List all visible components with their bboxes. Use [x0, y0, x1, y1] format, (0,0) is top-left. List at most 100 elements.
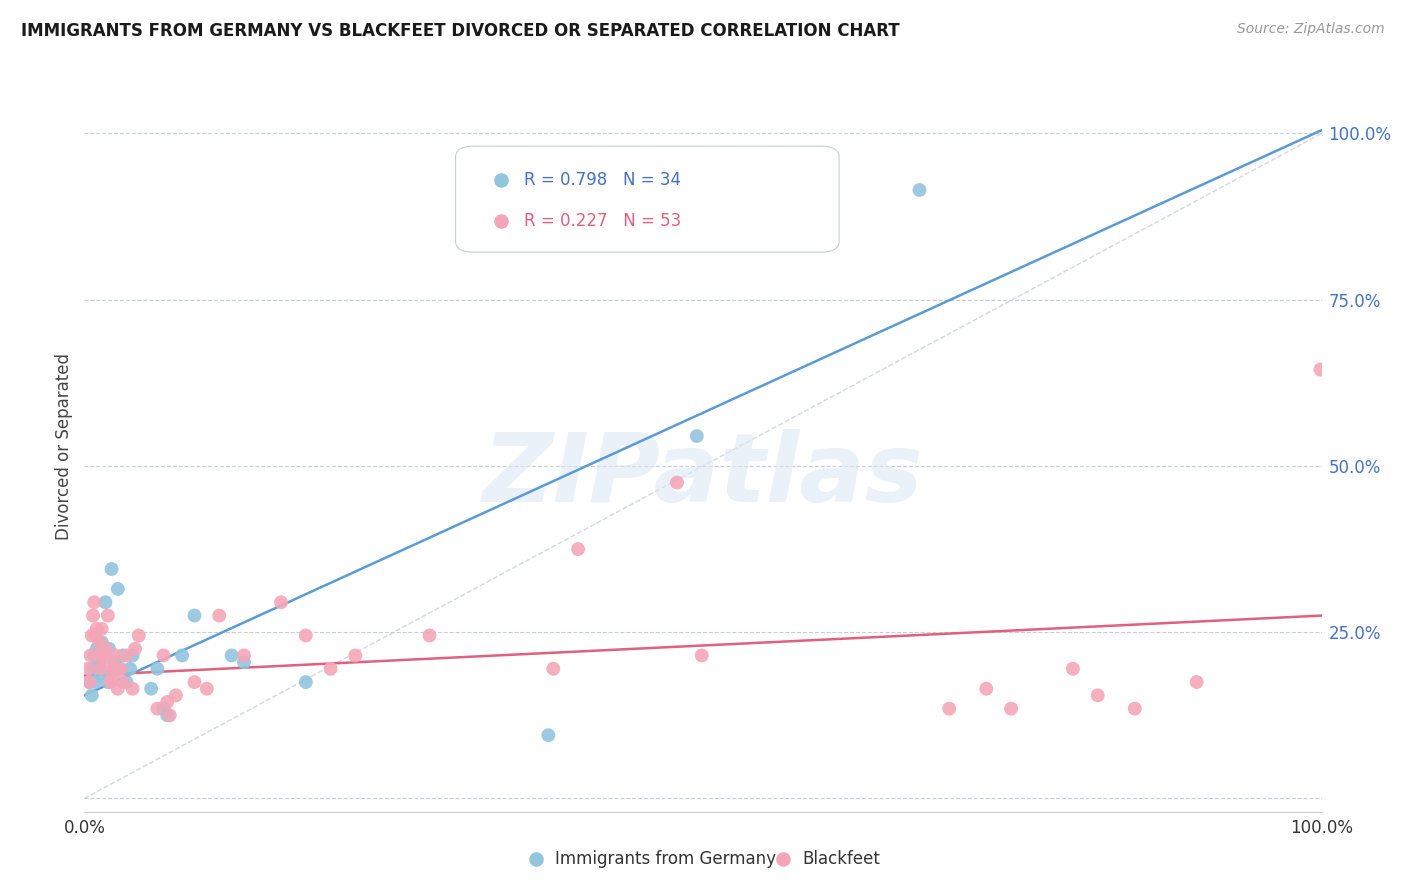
Point [772, 835, 794, 849]
Point [115, 648, 138, 663]
Point [87, 662, 110, 676]
Point [98, 668, 121, 682]
Point [97, 608, 120, 623]
Point [221, 648, 243, 663]
Point [107, 681, 129, 696]
Point [1000, 701, 1022, 715]
Point [195, 681, 218, 696]
Point [524, 835, 547, 849]
Text: Source: ZipAtlas.com: Source: ZipAtlas.com [1237, 22, 1385, 37]
Point [208, 608, 231, 623]
Point [233, 648, 256, 663]
Point [567, 542, 589, 557]
Point [79, 648, 101, 663]
Point [89, 668, 111, 682]
Text: IMMIGRANTS FROM GERMANY VS BLACKFEET DIVORCED OR SEPARATED CORRELATION CHART: IMMIGRANTS FROM GERMANY VS BLACKFEET DIV… [21, 22, 900, 40]
Point [270, 595, 292, 609]
Point [165, 689, 187, 703]
Point [1087, 689, 1109, 703]
Point [86, 641, 108, 656]
Point [344, 648, 367, 663]
Point [79, 675, 101, 690]
Point [908, 183, 931, 197]
Point [82, 608, 104, 623]
Point [172, 648, 194, 663]
Point [115, 675, 138, 690]
Point [110, 662, 132, 676]
Point [141, 681, 163, 696]
Point [103, 662, 125, 676]
Point [543, 662, 565, 676]
Point [97, 675, 120, 690]
Point [319, 662, 342, 676]
Point [146, 701, 169, 715]
Y-axis label: Divorced or Separated: Divorced or Separated [55, 352, 73, 540]
Point [104, 648, 127, 663]
Point [183, 608, 205, 623]
Text: R = 0.227   N = 53: R = 0.227 N = 53 [523, 212, 681, 230]
Point [128, 628, 150, 642]
Point [121, 648, 143, 663]
Point [233, 655, 256, 669]
Point [91, 648, 114, 663]
Text: Immigrants from Germany: Immigrants from Germany [554, 850, 776, 868]
Point [1309, 362, 1331, 376]
Point [77, 662, 100, 676]
Point [82, 662, 104, 676]
Point [91, 648, 114, 663]
Point [80, 689, 103, 703]
Point [938, 701, 960, 715]
Point [120, 662, 142, 676]
Text: ZIPatlas: ZIPatlas [482, 429, 924, 522]
Point [110, 662, 132, 676]
Point [83, 648, 105, 663]
Point [90, 635, 112, 649]
Point [98, 675, 121, 690]
Point [89, 655, 111, 669]
Point [124, 641, 146, 656]
Text: Blackfeet: Blackfeet [801, 850, 880, 868]
Point [491, 218, 513, 232]
Point [159, 708, 181, 723]
Point [111, 648, 134, 663]
Point [98, 641, 121, 656]
Point [121, 681, 143, 696]
Point [84, 628, 107, 642]
Point [686, 429, 709, 443]
Point [152, 648, 174, 663]
Point [666, 475, 689, 490]
Point [152, 701, 174, 715]
Point [83, 595, 105, 609]
Text: R = 0.798   N = 34: R = 0.798 N = 34 [523, 171, 681, 189]
Point [101, 668, 124, 682]
Point [537, 728, 560, 742]
Point [80, 628, 103, 642]
Point [107, 582, 129, 596]
Point [90, 622, 112, 636]
FancyBboxPatch shape [456, 146, 839, 252]
Point [156, 708, 179, 723]
Point [976, 681, 998, 696]
Point [1062, 662, 1084, 676]
Point [79, 675, 101, 690]
Point [1123, 701, 1146, 715]
Point [156, 695, 179, 709]
Point [94, 641, 117, 656]
Point [84, 675, 107, 690]
Point [183, 675, 205, 690]
Point [100, 562, 122, 576]
Point [103, 655, 125, 669]
Point [94, 595, 117, 609]
Point [89, 635, 111, 649]
Point [86, 622, 108, 636]
Point [1185, 675, 1208, 690]
Point [690, 648, 713, 663]
Point [111, 675, 134, 690]
Point [295, 628, 318, 642]
Point [87, 648, 110, 663]
Point [146, 662, 169, 676]
Point [89, 662, 111, 676]
Point [491, 255, 513, 269]
Point [419, 628, 441, 642]
Point [295, 675, 318, 690]
